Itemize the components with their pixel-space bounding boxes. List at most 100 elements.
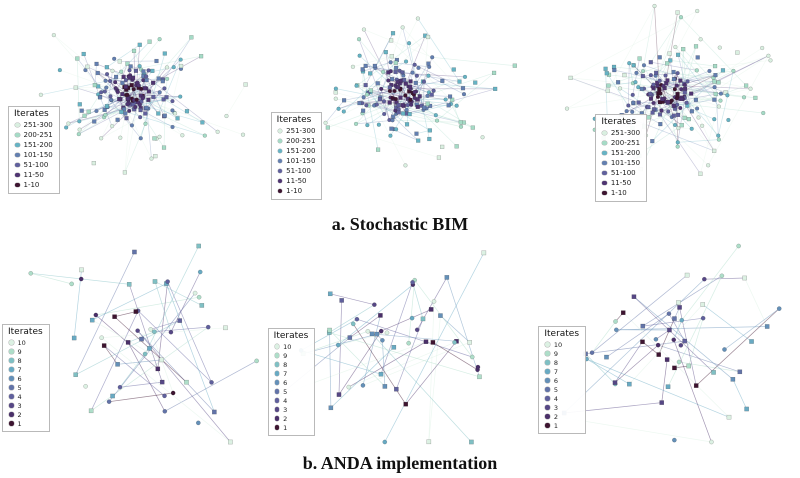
legend-label: 1-10 bbox=[610, 189, 627, 197]
legend-item: 5 bbox=[273, 387, 309, 396]
legend-label: 8 bbox=[17, 356, 22, 365]
legend-item: 11-50 bbox=[13, 170, 53, 180]
legend-item: 151-200 bbox=[13, 140, 53, 150]
legend-swatch-icon bbox=[277, 128, 283, 134]
legend-label: 3 bbox=[553, 403, 558, 412]
legend-item: 2 bbox=[543, 412, 579, 421]
legend-item: 51-100 bbox=[13, 160, 53, 170]
legend-label: 5 bbox=[553, 385, 558, 394]
legend: Iterates 251-300 200-251 151-200 101-150 51-1… bbox=[595, 114, 648, 202]
legend-title: Iterates bbox=[14, 109, 49, 119]
legend-item: 10 bbox=[7, 338, 43, 347]
legend-item: 11-50 bbox=[600, 178, 640, 188]
legend-label: 4 bbox=[553, 394, 558, 403]
stochastic-bim-panel-1: Iterates 251-300 200-251 151-200 101-150 51-1… bbox=[0, 0, 267, 212]
legend-item: 101-150 bbox=[600, 158, 640, 168]
legend-item: 5 bbox=[7, 383, 43, 392]
points-layer bbox=[555, 243, 782, 445]
legend-label: 4 bbox=[283, 396, 288, 405]
legend-label: 151-200 bbox=[610, 149, 641, 157]
legend-item: 9 bbox=[543, 349, 579, 358]
legend-item: 8 bbox=[7, 356, 43, 365]
legend-swatch-icon bbox=[274, 416, 280, 421]
anda-row: Iterates 10 9 8 7 6 5 4 3 2 1 Iterates 10 9 8 7 6 5 4 3 2 1 It… bbox=[0, 238, 800, 450]
legend-label: 3 bbox=[17, 401, 22, 410]
legend-swatch-icon bbox=[602, 180, 607, 186]
legend-label: 9 bbox=[553, 349, 558, 358]
legend-swatch-icon bbox=[9, 367, 14, 372]
scatter-plot bbox=[323, 16, 517, 168]
legend-swatch-icon bbox=[274, 425, 280, 430]
legend-label: 101-150 bbox=[23, 151, 53, 159]
legend-item: 11-50 bbox=[276, 176, 316, 186]
legend-item: 4 bbox=[7, 392, 43, 401]
edges-layer bbox=[558, 245, 780, 443]
legend-label: 1 bbox=[17, 419, 22, 428]
legend-label: 11-50 bbox=[610, 179, 632, 187]
anda-implementation-panel-3: Iterates 10 9 8 7 6 5 4 3 2 1 bbox=[533, 238, 800, 450]
legend-swatch-icon bbox=[277, 188, 283, 194]
legend-swatch-icon bbox=[602, 140, 607, 146]
edges-layer bbox=[40, 34, 246, 173]
legend-label: 6 bbox=[283, 378, 288, 387]
legend-swatch-icon bbox=[545, 414, 550, 419]
legend-label: 5 bbox=[283, 387, 288, 396]
legend-item: 9 bbox=[7, 347, 43, 356]
legend-swatch-icon bbox=[274, 389, 280, 394]
legend-swatch-icon bbox=[9, 340, 14, 345]
legend-swatch-icon bbox=[15, 182, 20, 188]
legend-item: 4 bbox=[273, 396, 309, 405]
legend-label: 200-251 bbox=[23, 131, 53, 139]
legend-item: 2 bbox=[273, 414, 309, 423]
legend-item: 7 bbox=[543, 367, 579, 376]
legend-label: 10 bbox=[17, 338, 26, 347]
legend-label: 51-100 bbox=[610, 169, 636, 177]
legend-item: 5 bbox=[543, 385, 579, 394]
legend: Iterates 10 9 8 7 6 5 4 3 2 1 bbox=[2, 324, 50, 432]
legend: Iterates 251-300 200-251 151-200 101-150 51-1… bbox=[270, 112, 323, 200]
points-layer bbox=[323, 16, 517, 168]
legend-item: 200-251 bbox=[600, 138, 640, 148]
legend-label: 9 bbox=[17, 347, 22, 356]
legend: Iterates 251-300 200-251 151-200 101-150 51-1… bbox=[8, 106, 60, 194]
legend-item: 7 bbox=[7, 365, 43, 374]
legend-label: 2 bbox=[17, 410, 22, 419]
legend-label: 1-10 bbox=[23, 181, 40, 189]
legend-item: 251-300 bbox=[600, 128, 640, 138]
legend-label: 11-50 bbox=[286, 177, 307, 185]
legend-item: 3 bbox=[7, 401, 43, 410]
legend-swatch-icon bbox=[9, 349, 14, 354]
legend-item: 1-10 bbox=[276, 186, 316, 196]
caption-anda: b. ANDA implementation bbox=[302, 453, 498, 473]
legend-label: 101-150 bbox=[610, 159, 641, 167]
stochastic-bim-panel-2: Iterates 251-300 200-251 151-200 101-150 51-1… bbox=[266, 0, 534, 212]
legend-label: 3 bbox=[283, 405, 288, 414]
legend-label: 200-251 bbox=[286, 137, 316, 145]
legend-item: 101-150 bbox=[13, 150, 53, 160]
legend-swatch-icon bbox=[545, 396, 550, 401]
legend-item: 6 bbox=[7, 374, 43, 383]
legend-label: 10 bbox=[283, 342, 292, 351]
legend-swatch-icon bbox=[274, 362, 280, 367]
legend-item: 101-150 bbox=[276, 156, 315, 166]
legend-swatch-icon bbox=[545, 360, 550, 365]
legend-label: 4 bbox=[17, 392, 22, 401]
caption-stochastic-bim: a. Stochastic BIM bbox=[331, 214, 469, 234]
legend-item: 1 bbox=[7, 419, 43, 428]
legend-title: Iterates bbox=[601, 117, 637, 127]
legend-label: 2 bbox=[283, 414, 288, 423]
legend-swatch-icon bbox=[545, 423, 550, 428]
legend-swatch-icon bbox=[9, 403, 14, 408]
legend-label: 51-100 bbox=[286, 167, 311, 175]
legend-label: 8 bbox=[283, 360, 288, 369]
legend-label: 1 bbox=[553, 421, 558, 430]
legend-label: 6 bbox=[553, 376, 558, 385]
legend-label: 1-10 bbox=[286, 187, 303, 195]
legend-item: 51-100 bbox=[276, 166, 316, 176]
stochastic-bim-row: Iterates 251-300 200-251 151-200 101-150 51-1… bbox=[0, 0, 800, 212]
legend-label: 51-100 bbox=[23, 161, 49, 169]
legend-item: 151-200 bbox=[276, 146, 315, 156]
legend-swatch-icon bbox=[545, 387, 550, 392]
legend-label: 151-200 bbox=[23, 141, 53, 149]
legend: Iterates 10 9 8 7 6 5 4 3 2 1 bbox=[267, 328, 316, 436]
